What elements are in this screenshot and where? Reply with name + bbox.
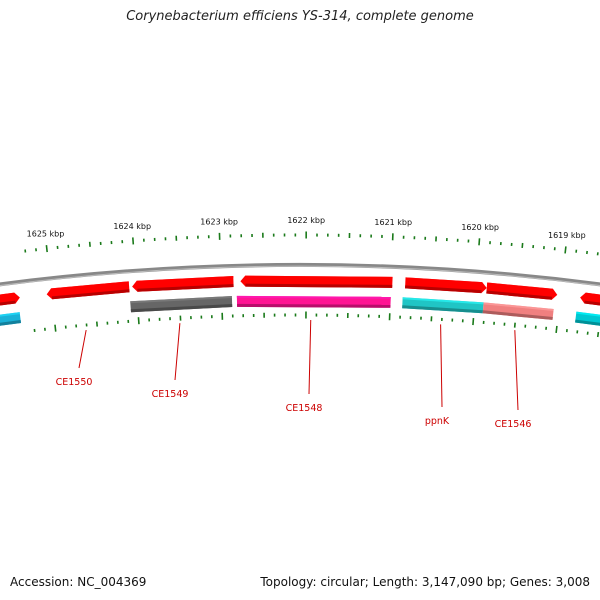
gene-label: CE1548 (286, 403, 323, 414)
gene-shadow (51, 289, 130, 300)
tick-label: 1624 kbp (113, 222, 151, 231)
inner-tick (54, 324, 57, 332)
tick-label: 1622 kbp (287, 216, 325, 225)
tick-label: 1623 kbp (200, 217, 238, 226)
gene-label: CE1546 (495, 419, 532, 430)
outer-tick (564, 246, 567, 254)
outer-tick (45, 245, 48, 253)
gene-feature (405, 277, 487, 294)
inner-tick (472, 318, 475, 326)
gene-shadow (482, 310, 553, 320)
gene-feature (130, 296, 233, 313)
inner-tick (555, 325, 558, 334)
gene-feature (240, 275, 393, 288)
gene-highlight (0, 292, 15, 297)
gene-body (46, 281, 130, 300)
tick-label: 1619 kbp (548, 231, 586, 240)
gene-feature (46, 281, 130, 300)
gene-leader-line (174, 323, 181, 381)
gene-highlight (236, 295, 391, 299)
gene-highlight (487, 282, 553, 291)
gene-highlight (136, 275, 234, 283)
gene-feature (402, 297, 484, 314)
gene-shadow (486, 290, 553, 300)
gene-highlight (245, 275, 393, 279)
gene-shadow (245, 283, 393, 288)
gene-shadow (0, 300, 16, 306)
gene-label: CE1550 (56, 377, 93, 388)
gene-feature (0, 292, 20, 306)
inner-tick (596, 331, 600, 338)
gene-shadow (130, 304, 233, 313)
gene-shadow (137, 283, 234, 292)
genome-summary-text: Topology: circular; Length: 3,147,090 bp… (260, 575, 590, 589)
gene-shadow (237, 303, 391, 308)
gene-highlight (483, 302, 554, 311)
gene-leader-line (440, 324, 443, 408)
gene-shadow (402, 305, 483, 314)
gene-feature (236, 295, 391, 308)
tick-label: 1625 kbp (27, 230, 65, 239)
gene-feature (482, 302, 554, 320)
genome-backbone-highlight (0, 265, 600, 287)
gene-highlight (402, 297, 484, 305)
gene-feature (0, 312, 21, 326)
map-title: Corynebacterium efficiens YS-314, comple… (126, 9, 474, 24)
gene-highlight (405, 277, 483, 285)
gene-leader-line (78, 329, 87, 369)
gene-leader-line (514, 330, 519, 411)
gene-leader-line (308, 320, 312, 395)
gene-label: CE1549 (152, 389, 189, 400)
gene-label: ppnK (425, 416, 450, 427)
accession-text: Accession: NC_004369 (10, 575, 147, 589)
outer-tick (478, 238, 481, 246)
gene-feature (132, 275, 234, 292)
gene-feature (575, 311, 600, 326)
genome-backbone (0, 262, 600, 287)
gene-shadow (575, 319, 600, 326)
gene-feature (580, 292, 600, 306)
tick-label: 1620 kbp (461, 223, 499, 232)
gene-highlight (130, 296, 232, 304)
gene-highlight (585, 292, 600, 297)
gene-highlight (0, 312, 20, 317)
gene-highlight (576, 311, 600, 317)
gene-shadow (405, 285, 482, 294)
tick-label: 1621 kbp (374, 218, 412, 227)
gene-feature (486, 282, 558, 300)
gene-body (486, 282, 558, 300)
gene-highlight (51, 281, 129, 291)
gene-shadow (0, 320, 21, 326)
gene-shadow (584, 300, 600, 306)
